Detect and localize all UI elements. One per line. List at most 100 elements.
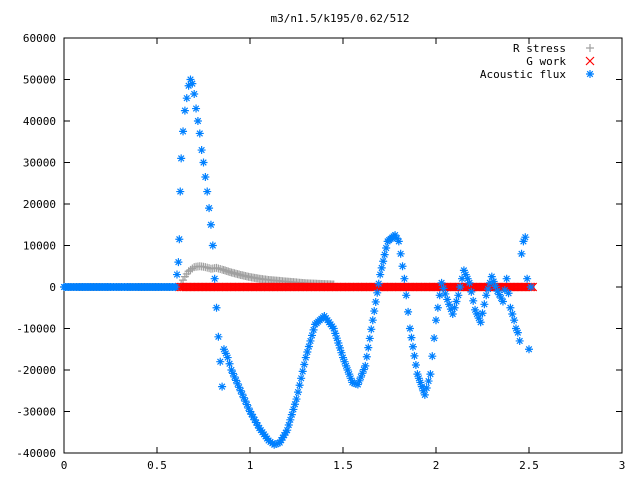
- data-point: [519, 237, 528, 246]
- data-point: [298, 367, 307, 376]
- data-point: [370, 307, 379, 316]
- data-point: [377, 263, 386, 272]
- data-point: [472, 309, 481, 318]
- legend-marker: [585, 56, 595, 66]
- y-tick-label: 10000: [23, 240, 56, 253]
- data-point: [241, 397, 250, 406]
- data-point: [289, 405, 298, 414]
- data-point: [353, 380, 362, 389]
- data-point: [508, 309, 517, 318]
- data-point: [424, 377, 433, 386]
- data-point: [283, 426, 292, 435]
- data-point: [210, 274, 219, 283]
- y-tick-label: -40000: [16, 447, 56, 460]
- data-point: [410, 351, 419, 360]
- x-tick-label: 0.5: [147, 459, 167, 472]
- data-point: [286, 415, 295, 424]
- data-point: [396, 249, 405, 258]
- data-point: [365, 334, 374, 343]
- data-point: [239, 393, 248, 402]
- data-point: [371, 297, 380, 306]
- data-point: [428, 352, 437, 361]
- data-point: [206, 220, 215, 229]
- data-point: [184, 81, 193, 90]
- data-point: [290, 400, 299, 409]
- data-point: [292, 395, 301, 404]
- data-point: [249, 413, 258, 422]
- data-point: [480, 300, 489, 309]
- y-tick-label: 20000: [23, 198, 56, 211]
- data-point: [430, 334, 439, 343]
- data-point: [446, 305, 455, 314]
- data-point: [342, 361, 351, 370]
- data-point: [448, 309, 457, 318]
- data-point: [376, 270, 385, 279]
- data-point: [352, 379, 361, 388]
- data-point: [392, 234, 401, 243]
- data-point: [228, 369, 237, 378]
- y-tick-label: -10000: [16, 323, 56, 336]
- data-point: [414, 374, 423, 383]
- data-point: [439, 284, 448, 293]
- data-point: [404, 307, 413, 316]
- data-point: [238, 390, 247, 399]
- y-tick-label: 30000: [23, 157, 56, 170]
- data-point: [304, 342, 313, 351]
- data-point: [252, 418, 261, 427]
- data-point: [441, 289, 450, 298]
- data-point: [416, 378, 425, 387]
- x-tick-label: 1: [247, 459, 254, 472]
- data-point: [337, 348, 346, 357]
- data-point: [346, 374, 355, 383]
- data-point: [197, 146, 206, 155]
- data-point: [450, 303, 459, 312]
- data-point: [433, 303, 442, 312]
- data-point: [356, 373, 365, 382]
- data-point: [275, 438, 284, 447]
- data-point: [482, 291, 491, 300]
- data-point: [192, 104, 201, 113]
- data-point: [463, 274, 472, 283]
- data-point: [445, 300, 454, 309]
- data-point: [216, 357, 225, 366]
- data-point: [287, 410, 296, 419]
- data-point: [235, 383, 244, 392]
- data-point: [297, 374, 306, 383]
- legend-marker: [586, 70, 594, 78]
- data-point: [382, 243, 391, 252]
- data-point: [343, 366, 352, 374]
- data-point: [308, 331, 316, 340]
- data-point: [362, 352, 371, 361]
- legend-label: Acoustic flux: [480, 68, 566, 81]
- data-point: [329, 324, 338, 333]
- data-point: [272, 440, 281, 449]
- data-point: [402, 291, 411, 300]
- data-point: [407, 333, 416, 342]
- x-axis: 0 0.5 1 1.5 2 2.5 3: [61, 38, 625, 472]
- data-point: [205, 204, 214, 213]
- data-point: [230, 372, 239, 381]
- data-point: [186, 75, 195, 84]
- data-point: [188, 79, 197, 88]
- y-tick-label: 40000: [23, 115, 56, 128]
- data-point: [400, 274, 409, 283]
- data-point: [179, 127, 188, 136]
- data-point: [219, 345, 228, 354]
- data-point: [469, 296, 478, 305]
- y-tick-label: -20000: [16, 364, 56, 377]
- data-point: [188, 264, 197, 273]
- data-point: [199, 158, 208, 167]
- data-point: [203, 187, 212, 196]
- data-point: [303, 348, 312, 357]
- data-point: [281, 428, 290, 437]
- data-point: [295, 381, 304, 390]
- data-point: [273, 439, 282, 448]
- data-point: [493, 287, 502, 296]
- data-point: [225, 359, 234, 368]
- x-tick-label: 2: [433, 459, 440, 472]
- data-point: [459, 266, 468, 275]
- data-point: [294, 388, 303, 397]
- data-point: [487, 272, 496, 281]
- data-point: [364, 343, 373, 352]
